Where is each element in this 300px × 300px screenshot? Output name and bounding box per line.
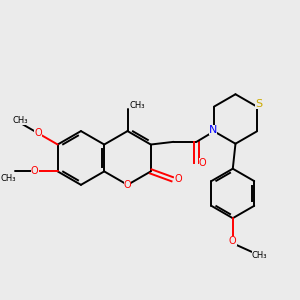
Text: O: O (34, 128, 42, 138)
Text: CH₃: CH₃ (13, 116, 28, 124)
Text: O: O (174, 174, 182, 184)
Text: CH₃: CH₃ (252, 251, 267, 260)
Text: CH₃: CH₃ (1, 174, 16, 183)
Text: N: N (209, 125, 217, 135)
Text: CH₃: CH₃ (130, 100, 145, 109)
Text: O: O (31, 167, 39, 176)
Text: O: O (229, 236, 237, 246)
Text: O: O (124, 180, 131, 190)
Text: O: O (199, 158, 206, 168)
Text: S: S (255, 99, 262, 109)
